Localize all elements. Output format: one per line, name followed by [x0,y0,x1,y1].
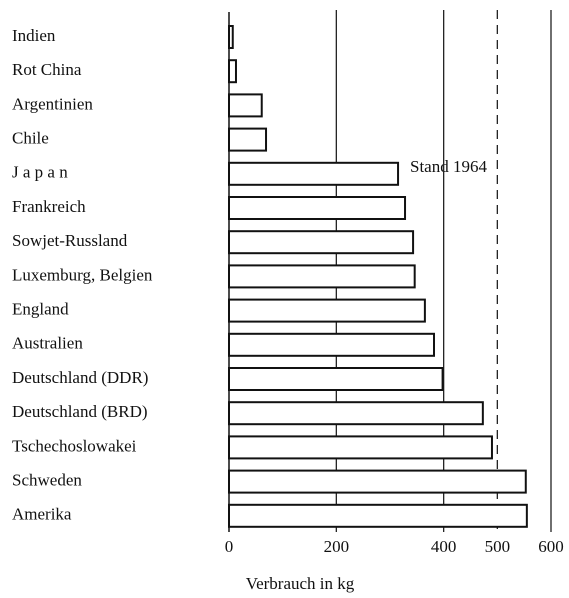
y-tick-label: Tschechoslowakei [12,436,137,455]
x-tick-label: 200 [324,537,350,556]
y-tick-label: Rot China [12,60,82,79]
y-tick-label: Deutschland (BRD) [12,402,148,421]
y-tick-label: Luxemburg, Belgien [12,265,153,284]
bar [228,469,527,494]
bar [228,127,268,152]
y-tick-label: Schweden [12,471,82,490]
x-tick-label: 400 [431,537,457,556]
bar [228,93,263,118]
x-tick-label: 500 [485,537,511,556]
bar [228,332,436,357]
bar [228,367,444,391]
x-axis-label: Verbrauch in kg [246,574,355,593]
y-tick-label: Amerika [12,505,72,524]
y-tick-label: J a p a n [12,163,68,182]
bar [228,298,426,323]
annotation: Stand 1964 [410,157,487,176]
bar [228,435,493,460]
y-tick-label: Deutschland (DDR) [12,368,148,387]
bar [228,503,528,528]
x-tick-label: 0 [225,537,234,556]
x-tick-label: 600 [538,537,564,556]
bar [228,25,234,49]
bar [228,264,416,289]
y-tick-label: Argentinien [12,94,93,113]
y-tick-label: England [12,300,69,319]
y-tick-label: Australien [12,334,83,353]
bar [228,59,237,84]
bar [228,230,415,255]
y-tick-label: Chile [12,129,49,148]
bar [228,161,400,186]
y-tick-label: Indien [12,26,56,45]
bar [228,401,484,426]
bar [228,196,407,220]
y-tick-label: Sowjet-Russland [12,231,128,250]
y-tick-label: Frankreich [12,197,86,216]
